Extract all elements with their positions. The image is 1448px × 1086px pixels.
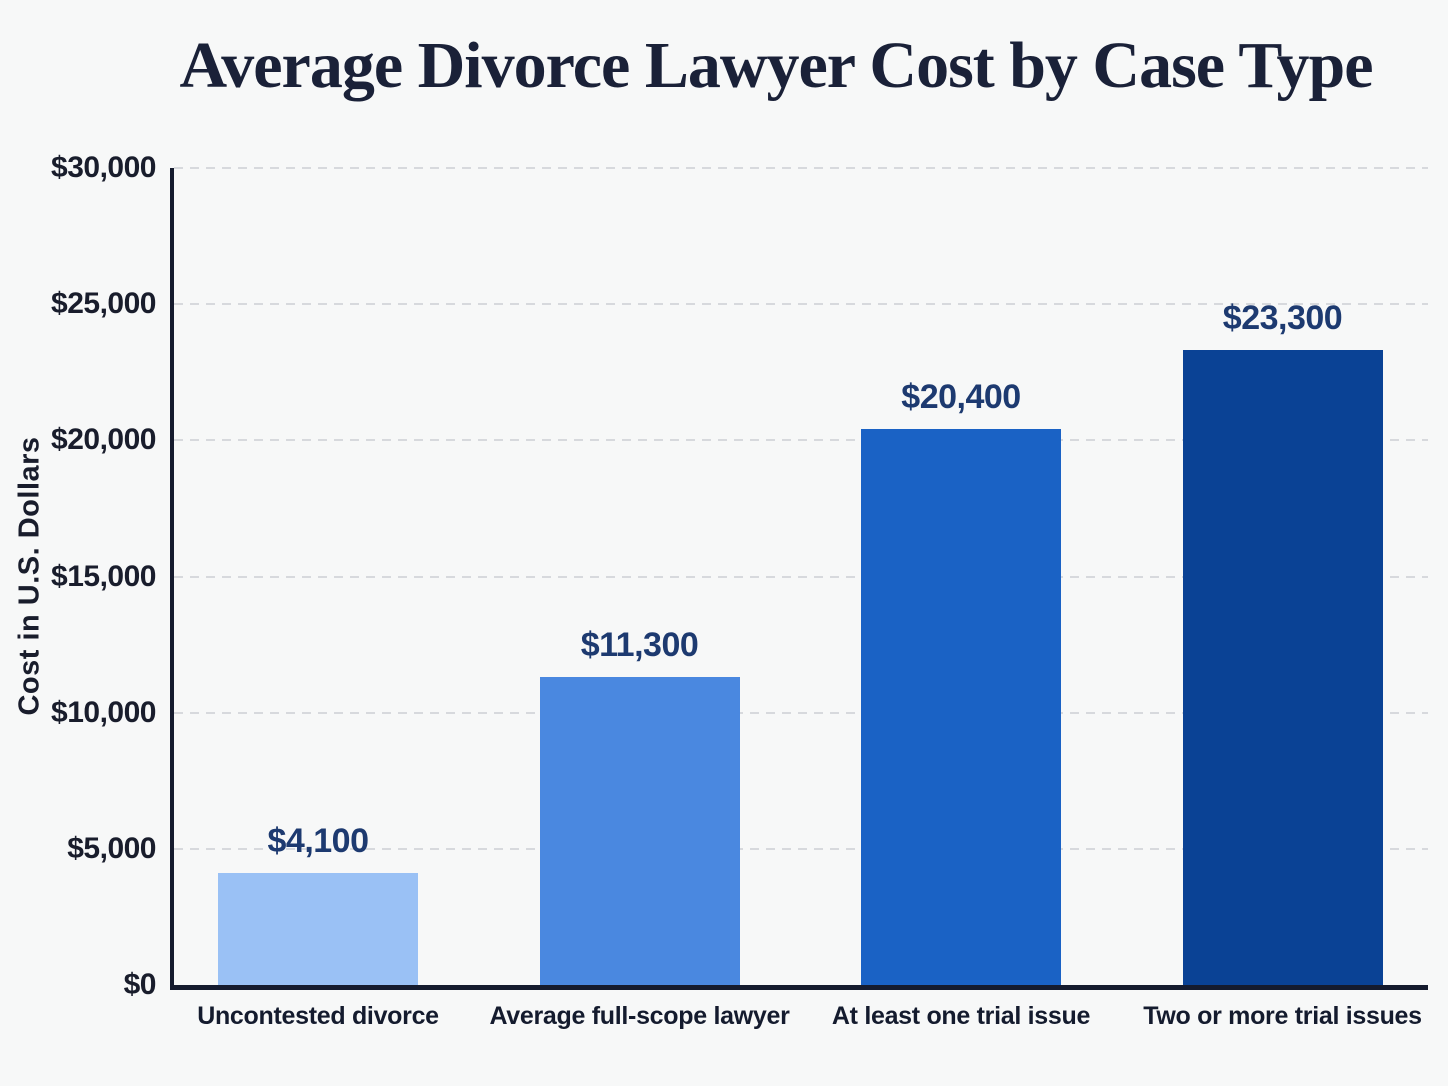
gridline-30000 [174, 167, 1428, 169]
bar-4 [1182, 350, 1383, 985]
y-tick-label: $0 [123, 968, 157, 1001]
gridline-10000 [174, 711, 1428, 714]
y-tick-label: $15,000 [51, 559, 156, 593]
x-category-label: Average full-scope lawyer [489, 1002, 790, 1030]
chart-title: Average Divorce Lawyer Cost by Case Type [179, 29, 1373, 102]
y-tick-label: $20,000 [51, 423, 156, 457]
bar-value-label: $4,100 [267, 822, 370, 861]
bar-1 [218, 873, 418, 985]
x-category-label: Uncontested divorce [197, 1002, 439, 1030]
plot-area [170, 167, 1428, 990]
y-tick-label: $25,000 [51, 287, 156, 321]
x-category-label: At least one trial issue [831, 1002, 1091, 1030]
y-tick-label: $10,000 [51, 695, 156, 729]
gridline-15000 [174, 575, 1428, 578]
x-category-label: Two or more trial issues [1143, 1002, 1422, 1030]
bar-value-label: $11,300 [580, 626, 699, 665]
gridline-20000 [174, 439, 1428, 442]
y-tick-label: $5,000 [67, 831, 156, 865]
bar-value-label: $20,400 [901, 378, 1021, 417]
y-tick-label: $30,000 [51, 151, 156, 184]
bar-2 [539, 677, 740, 985]
bar-value-label: $23,300 [1222, 299, 1343, 338]
gridline-5000 [174, 847, 1428, 850]
bar-3 [861, 429, 1061, 985]
gridline-25000 [174, 303, 1428, 306]
